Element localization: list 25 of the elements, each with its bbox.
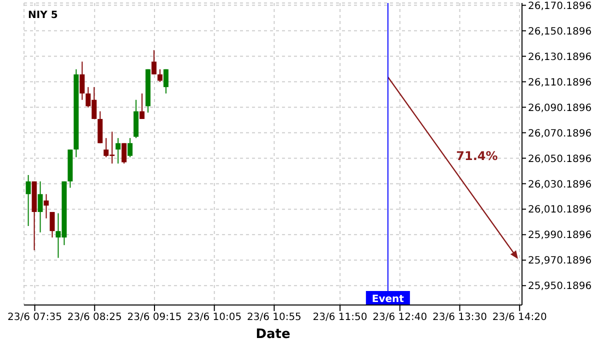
x-tick-label: 23/6 07:35	[8, 312, 62, 324]
x-tick-label: 23/6 09:15	[127, 312, 182, 324]
y-tick-label: 25,970.1896	[528, 256, 592, 267]
y-tick-label: 26,110.1896	[528, 77, 592, 88]
y-tick-label: 26,010.1896	[528, 204, 592, 216]
y-tick-label: 26,090.1896	[528, 102, 592, 114]
y-tick-label: 25,990.1896	[528, 230, 592, 242]
y-tick-label: 26,130.1896	[528, 52, 592, 63]
x-axis-title: Date	[256, 327, 290, 340]
x-tick-label: 23/6 13:30	[432, 312, 487, 324]
y-tick-label: 26,150.1896	[528, 26, 592, 38]
y-tick-label: 26,030.1896	[528, 179, 592, 190]
x-tick-label: 23/6 10:05	[187, 312, 242, 324]
x-tick-label: 23/6 14:20	[492, 312, 547, 324]
text: NIY 5	[28, 10, 58, 21]
x-tick-label: 23/6 12:40	[372, 312, 428, 324]
y-tick-label: 26,050.1896	[528, 154, 592, 165]
x-tick-label: 23/6 11:50	[312, 312, 368, 324]
y-tick-label: 26,070.1896	[528, 128, 592, 140]
y-tick-label: 25,950.1896	[528, 281, 592, 292]
x-tick-label: 23/6 08:25	[67, 312, 122, 324]
annotation: 71.4%	[456, 149, 498, 163]
x-tick-label: 23/6 10:55	[246, 312, 302, 324]
ref-line-label: Event	[372, 294, 404, 305]
y-tick-label: 26,170.1896	[528, 0, 592, 12]
